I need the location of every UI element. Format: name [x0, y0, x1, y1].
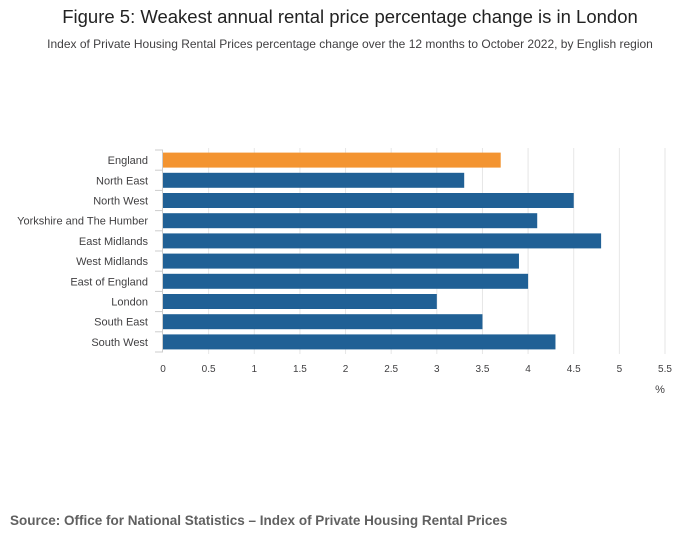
bar-east-of-england: [163, 273, 529, 289]
category-label: West Midlands: [76, 256, 148, 268]
x-tick-label: 2: [343, 364, 349, 375]
category-label: North West: [93, 196, 148, 208]
x-tick-label: 0.5: [202, 364, 216, 375]
bars: [163, 152, 602, 350]
category-labels: England North East North West Yorkshire and…: [17, 155, 148, 349]
category-label: England: [108, 155, 148, 167]
x-tick-label: 1.5: [293, 364, 307, 375]
category-label: East of England: [70, 276, 148, 288]
category-label: South East: [94, 317, 148, 329]
x-tick-label: 1: [251, 364, 257, 375]
bar-london: [163, 294, 437, 309]
x-tick-label: 3: [434, 364, 440, 375]
x-axis-ticks: 0 0.5 1 1.5 2 2.5 3 3.5 4 4.5 5 5.5: [160, 364, 672, 375]
bar-south-east: [163, 314, 483, 330]
category-label: South West: [91, 337, 148, 349]
source-note: Source: Office for National Statistics –…: [10, 513, 508, 528]
category-label: East Midlands: [79, 236, 149, 248]
category-label: London: [111, 297, 148, 309]
x-tick-label: 4: [525, 364, 531, 375]
x-tick-label: 2.5: [384, 364, 398, 375]
chart-title: Figure 5: Weakest annual rental price pe…: [62, 6, 638, 27]
x-axis-label: %: [655, 384, 665, 396]
bar-south-west: [163, 334, 556, 350]
bar-england: [163, 152, 501, 168]
bar-east-midlands: [163, 233, 602, 249]
category-label: Yorkshire and The Humber: [17, 216, 148, 228]
x-tick-label: 0: [160, 364, 166, 375]
chart-subtitle: Index of Private Housing Rental Prices p…: [47, 37, 653, 51]
bar-north-west: [163, 193, 574, 208]
bar-yorkshire-and-the-humber: [163, 213, 538, 229]
x-tick-label: 4.5: [567, 364, 581, 375]
bar-north-east: [163, 172, 465, 188]
category-label: North East: [96, 175, 148, 187]
x-tick-label: 5.5: [658, 364, 672, 375]
bar-west-midlands: [163, 253, 519, 269]
x-tick-label: 5: [617, 364, 623, 375]
x-tick-label: 3.5: [476, 364, 490, 375]
